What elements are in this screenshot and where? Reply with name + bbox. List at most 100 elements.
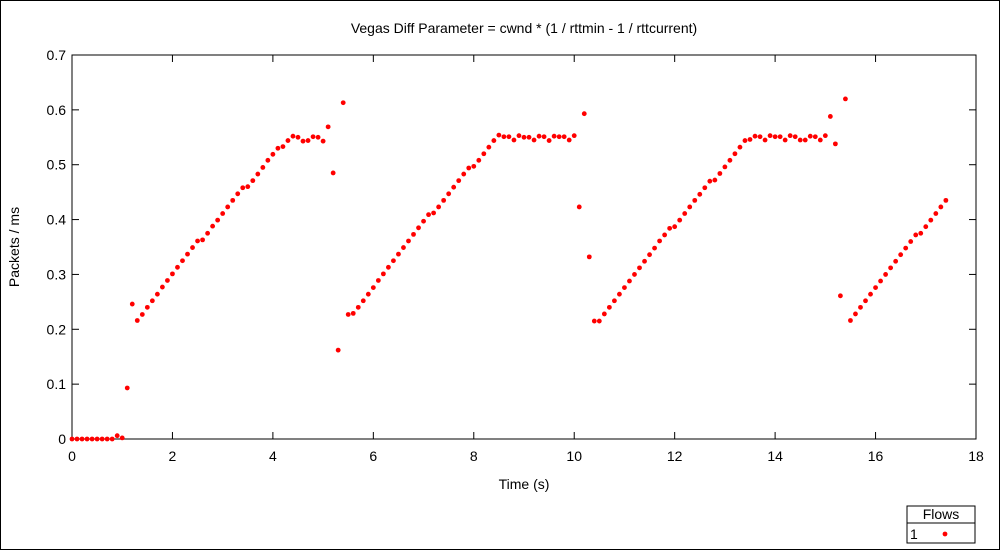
data-point [546,138,552,143]
data-point [149,298,155,304]
data-point [335,347,341,353]
data-point [370,285,376,290]
data-point [396,251,401,257]
data-point [843,96,848,102]
data-point [501,134,507,140]
axis-ticks: 0 2 4 6 8 10 12 14 16 18 0 0.1 0.2 0.3 0.4 0.5 0.6 0.7 [47,47,984,464]
data-point [682,211,688,216]
data-point [365,291,371,297]
data-points [69,96,949,442]
data-point [380,271,386,277]
data-point [451,184,457,190]
data-point [200,237,205,243]
data-point [295,134,301,140]
data-point [832,141,838,147]
data-point [265,157,271,163]
data-point [446,191,452,197]
legend: Flows 1 [906,505,976,544]
data-point [99,436,105,442]
data-point [858,304,863,310]
data-point [873,285,878,290]
data-point [74,436,80,442]
data-point [677,217,683,223]
data-point [144,304,150,310]
y-tick-label: 0.5 [47,157,67,173]
data-point [767,133,773,139]
x-tick-label: 4 [269,448,277,464]
data-point [923,224,929,230]
data-point [210,223,216,229]
data-point [375,278,381,283]
data-point [260,165,266,170]
y-tick-label: 0.4 [47,212,67,228]
data-point [667,225,673,231]
data-point [185,251,190,257]
data-point [792,134,798,140]
data-point [591,318,597,324]
data-point [752,133,758,139]
data-point [320,138,326,144]
data-point [883,272,888,277]
data-point [662,232,668,238]
data-point [848,318,853,323]
data-point [350,310,356,316]
data-point [94,436,100,442]
data-point [637,265,642,271]
data-point [737,144,743,150]
data-point [411,231,416,237]
data-point [280,144,286,150]
data-point [305,138,311,143]
data-point [235,191,241,197]
data-point [697,191,703,197]
data-point [601,311,607,317]
y-tick-label: 0.6 [47,102,67,118]
data-point [481,151,487,157]
data-point [160,284,165,290]
data-point [300,138,306,144]
data-point [154,291,160,297]
data-point [476,157,482,163]
data-point [471,163,477,169]
data-point [853,311,858,317]
data-point [215,217,221,223]
data-point [220,211,226,216]
data-point [225,204,231,210]
data-point [822,133,828,139]
data-point [104,436,110,442]
y-tick-label: 0.1 [47,376,67,392]
data-point [571,133,577,139]
data-point [712,177,718,183]
data-point [742,138,748,143]
data-point [461,171,467,177]
data-point [486,144,492,150]
data-point [933,211,939,216]
data-point [908,239,914,244]
data-point [270,151,276,157]
x-axis-title: Time (s) [499,476,550,492]
data-point [190,245,195,250]
data-point [496,132,502,138]
data-point [541,134,547,140]
data-point [431,210,436,216]
data-point [903,245,909,251]
x-tick-label: 10 [566,448,582,464]
data-point [642,258,647,264]
data-point [762,137,768,143]
data-point [205,230,211,236]
x-tick-label: 0 [68,448,76,464]
data-point [536,133,542,139]
data-point [240,185,246,191]
data-point [250,178,256,184]
data-point [551,133,557,139]
data-point [426,212,431,218]
data-point [310,134,316,140]
x-tick-label: 2 [169,448,177,464]
data-point [285,138,291,143]
data-point [657,238,662,244]
data-point [89,436,95,442]
data-point [416,225,421,231]
data-point [436,204,442,210]
data-point [612,298,617,304]
